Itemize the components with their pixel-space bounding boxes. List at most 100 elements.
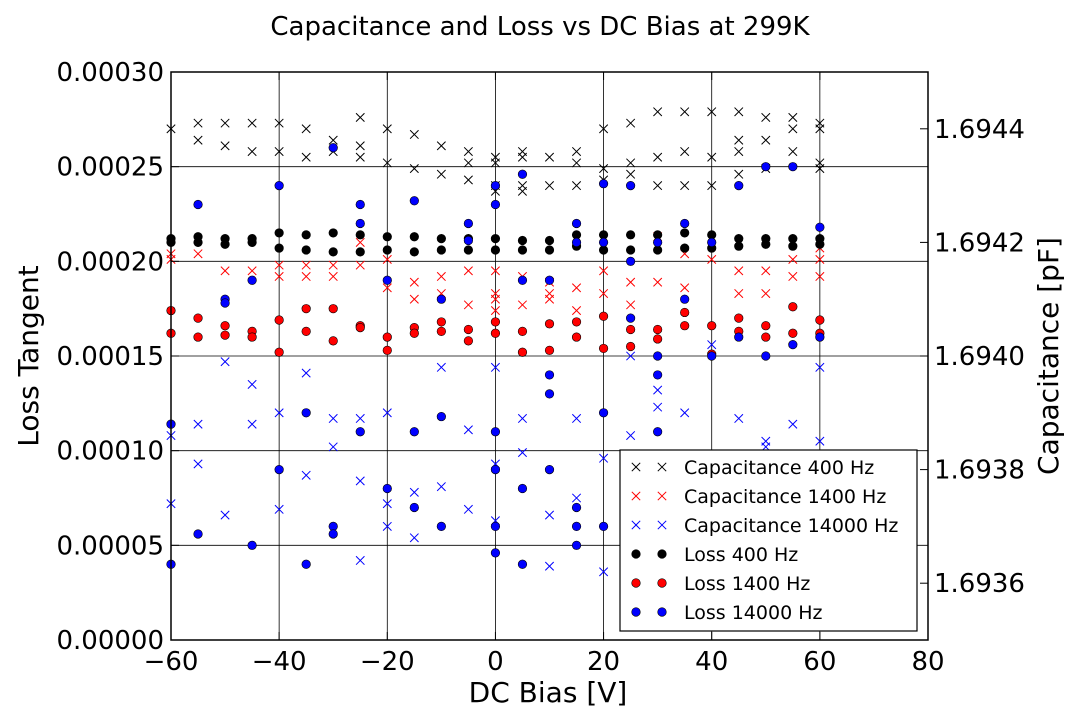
point-capacitance-1400-hz (599, 266, 609, 276)
y-left-tick-label: 0.00025 (56, 153, 164, 183)
point-capacitance-14000-hz (301, 470, 311, 480)
point-capacitance-1400-hz (382, 283, 392, 293)
point-capacitance-14000-hz-stroke-b (382, 408, 392, 418)
point-loss-14000-hz (544, 370, 555, 380)
point-loss-1400-hz (490, 317, 501, 327)
point-capacitance-1400-hz-stroke-b (247, 266, 257, 276)
point-capacitance-1400-hz-stroke-b (328, 260, 338, 270)
point-loss-14000-hz (653, 427, 663, 437)
point-loss-14000-hz (328, 143, 338, 153)
legend-marker (631, 578, 641, 588)
point-capacitance-1400-hz (409, 277, 419, 287)
point-capacitance-14000-hz-stroke-b (193, 459, 203, 469)
point-capacitance-400-hz-stroke-b (463, 158, 473, 168)
point-capacitance-14000-hz (517, 448, 528, 458)
point-capacitance-14000-hz-stroke-b (815, 362, 825, 372)
point-capacitance-14000-hz (599, 453, 609, 463)
point-loss-14000-hz (301, 408, 311, 418)
point-loss-1400-hz (598, 343, 609, 354)
point-loss-400-hz (815, 239, 825, 249)
point-loss-14000-hz (490, 199, 501, 210)
point-capacitance-14000-hz-stroke-b (301, 368, 311, 378)
point-capacitance-1400-hz-stroke-b (626, 277, 636, 287)
point-capacitance-400-hz-stroke-b (653, 181, 663, 191)
point-capacitance-400-hz-stroke-b (653, 107, 663, 117)
point-capacitance-400-hz-stroke-b (680, 107, 690, 117)
point-capacitance-400-hz (193, 118, 203, 128)
point-capacitance-400-hz (328, 135, 338, 145)
point-capacitance-14000-hz-stroke-b (274, 504, 284, 514)
point-capacitance-400-hz-stroke-b (734, 135, 744, 145)
point-capacitance-14000-hz (355, 555, 365, 566)
point-capacitance-400-hz-stroke-b (517, 186, 528, 196)
point-loss-400-hz (436, 234, 446, 244)
series-loss-1400-hz (166, 302, 825, 359)
point-capacitance-14000-hz (571, 413, 582, 424)
point-loss-14000-hz (734, 181, 744, 191)
point-capacitance-14000-hz (220, 357, 230, 367)
point-loss-1400-hz (301, 326, 311, 336)
point-loss-14000-hz (761, 351, 771, 361)
point-loss-1400-hz (328, 336, 338, 346)
point-capacitance-1400-hz (436, 271, 446, 282)
point-loss-1400-hz (220, 330, 230, 340)
point-capacitance-14000-hz (815, 436, 825, 446)
legend-entry-capacitance-1400-hz: Capacitance 1400 Hz (631, 486, 886, 508)
point-loss-1400-hz (680, 321, 690, 331)
point-capacitance-14000-hz-stroke-b (571, 413, 582, 424)
point-loss-14000-hz (247, 275, 257, 285)
point-capacitance-400-hz (788, 124, 798, 134)
point-capacitance-1400-hz-stroke-b (463, 266, 473, 276)
point-capacitance-14000-hz (680, 408, 690, 418)
y-right-tick-label: 1.6936 (934, 569, 1025, 599)
point-capacitance-14000-hz-stroke-b (707, 340, 717, 350)
point-capacitance-1400-hz-stroke-b (220, 266, 230, 276)
point-capacitance-400-hz-stroke-b (220, 141, 230, 151)
point-loss-1400-hz (193, 313, 203, 323)
point-capacitance-400-hz (355, 112, 365, 122)
point-loss-14000-hz (436, 521, 446, 532)
point-capacitance-400-hz-stroke-b (626, 118, 636, 128)
point-capacitance-400-hz (707, 107, 717, 117)
point-loss-1400-hz (436, 317, 446, 327)
point-capacitance-14000-hz (653, 402, 663, 412)
point-loss-400-hz (788, 241, 798, 251)
point-capacitance-1400-hz (220, 266, 230, 276)
point-capacitance-1400-hz-stroke-b (761, 288, 771, 299)
data-points (166, 107, 825, 577)
point-capacitance-400-hz (274, 118, 284, 128)
point-capacitance-14000-hz (436, 482, 446, 492)
point-loss-14000-hz (571, 237, 582, 247)
point-capacitance-14000-hz-stroke-b (544, 561, 555, 571)
point-capacitance-14000-hz-stroke-b (599, 453, 609, 463)
point-loss-400-hz (463, 245, 473, 255)
point-loss-1400-hz (653, 324, 663, 335)
point-capacitance-14000-hz-stroke-b (571, 493, 582, 503)
point-loss-1400-hz (301, 304, 311, 314)
point-capacitance-14000-hz (517, 413, 528, 424)
point-capacitance-14000-hz-stroke-b (409, 533, 419, 543)
point-capacitance-1400-hz (328, 260, 338, 270)
point-loss-1400-hz (598, 311, 609, 321)
point-capacitance-1400-hz (355, 237, 365, 247)
point-loss-1400-hz (571, 332, 582, 342)
point-capacitance-400-hz (680, 181, 690, 191)
point-capacitance-14000-hz (571, 493, 582, 503)
point-capacitance-1400-hz-stroke-b (599, 266, 609, 276)
point-loss-1400-hz (436, 326, 446, 336)
point-loss-1400-hz (626, 341, 636, 352)
point-capacitance-14000-hz (355, 413, 365, 424)
point-capacitance-400-hz-stroke-b (274, 118, 284, 128)
point-loss-400-hz (761, 239, 771, 249)
point-loss-14000-hz (517, 169, 528, 179)
legend-label: Loss 14000 Hz (684, 602, 822, 624)
legend-label: Loss 400 Hz (684, 544, 798, 566)
point-capacitance-400-hz-stroke-b (490, 158, 500, 168)
legend-marker (657, 549, 667, 559)
point-loss-400-hz (247, 237, 257, 247)
point-capacitance-14000-hz-stroke-b (599, 567, 609, 577)
point-capacitance-1400-hz-stroke-b (571, 306, 582, 316)
point-loss-400-hz (274, 243, 284, 253)
point-capacitance-1400-hz-stroke-b (815, 271, 825, 282)
